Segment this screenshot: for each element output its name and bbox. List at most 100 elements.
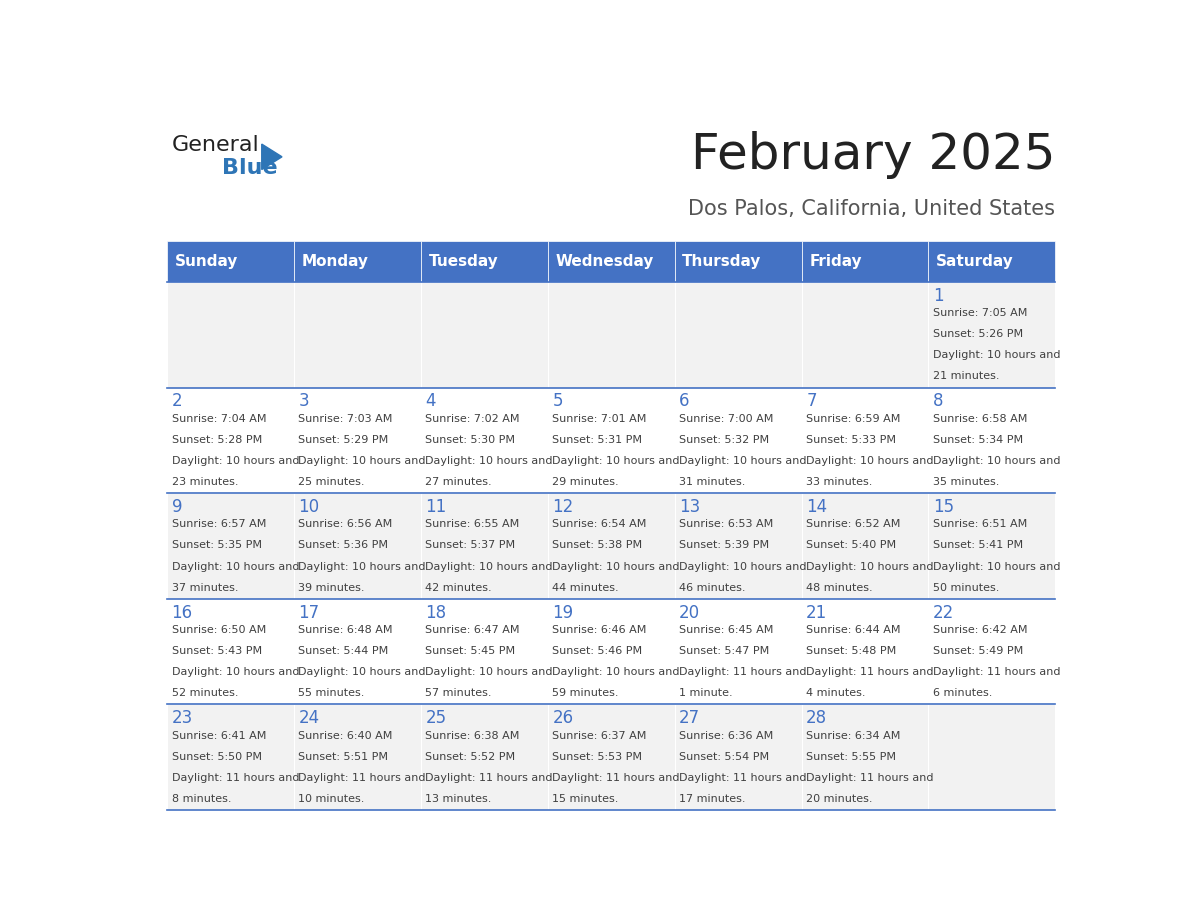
Text: 18: 18 bbox=[425, 604, 447, 621]
Text: 25 minutes.: 25 minutes. bbox=[298, 477, 365, 487]
Text: Daylight: 10 hours and: Daylight: 10 hours and bbox=[807, 562, 934, 572]
Text: Daylight: 11 hours and: Daylight: 11 hours and bbox=[933, 667, 1061, 677]
FancyBboxPatch shape bbox=[166, 493, 293, 599]
Text: Sunset: 5:46 PM: Sunset: 5:46 PM bbox=[552, 646, 643, 656]
Text: 39 minutes.: 39 minutes. bbox=[298, 583, 365, 593]
FancyBboxPatch shape bbox=[675, 387, 802, 493]
Text: 2: 2 bbox=[171, 393, 182, 410]
FancyBboxPatch shape bbox=[802, 241, 929, 282]
Text: Sunrise: 7:04 AM: Sunrise: 7:04 AM bbox=[171, 414, 266, 424]
Text: Daylight: 11 hours and: Daylight: 11 hours and bbox=[680, 667, 807, 677]
Text: Daylight: 10 hours and: Daylight: 10 hours and bbox=[171, 456, 299, 466]
Text: Sunset: 5:34 PM: Sunset: 5:34 PM bbox=[933, 435, 1023, 445]
Text: Sunset: 5:40 PM: Sunset: 5:40 PM bbox=[807, 541, 896, 551]
Text: Sunrise: 6:38 AM: Sunrise: 6:38 AM bbox=[425, 731, 519, 741]
FancyBboxPatch shape bbox=[929, 241, 1055, 282]
FancyBboxPatch shape bbox=[548, 387, 675, 493]
FancyBboxPatch shape bbox=[802, 387, 929, 493]
Text: 4 minutes.: 4 minutes. bbox=[807, 688, 866, 699]
FancyBboxPatch shape bbox=[293, 704, 421, 810]
Text: Sunrise: 7:03 AM: Sunrise: 7:03 AM bbox=[298, 414, 393, 424]
Text: Daylight: 11 hours and: Daylight: 11 hours and bbox=[680, 773, 807, 783]
FancyBboxPatch shape bbox=[166, 282, 293, 387]
Text: Daylight: 11 hours and: Daylight: 11 hours and bbox=[171, 773, 299, 783]
Text: 17: 17 bbox=[298, 604, 320, 621]
Text: Sunrise: 6:46 AM: Sunrise: 6:46 AM bbox=[552, 625, 646, 635]
Text: Sunrise: 6:51 AM: Sunrise: 6:51 AM bbox=[933, 520, 1028, 530]
Text: Sunset: 5:49 PM: Sunset: 5:49 PM bbox=[933, 646, 1023, 656]
Text: 20: 20 bbox=[680, 604, 701, 621]
Text: Daylight: 10 hours and: Daylight: 10 hours and bbox=[171, 562, 299, 572]
Text: 15 minutes.: 15 minutes. bbox=[552, 794, 619, 804]
Text: Daylight: 10 hours and: Daylight: 10 hours and bbox=[807, 456, 934, 466]
Text: Sunrise: 6:59 AM: Sunrise: 6:59 AM bbox=[807, 414, 901, 424]
Text: 29 minutes.: 29 minutes. bbox=[552, 477, 619, 487]
Text: 11: 11 bbox=[425, 498, 447, 516]
Text: 23: 23 bbox=[171, 710, 192, 727]
Text: Sunrise: 6:42 AM: Sunrise: 6:42 AM bbox=[933, 625, 1028, 635]
Text: 44 minutes.: 44 minutes. bbox=[552, 583, 619, 593]
FancyBboxPatch shape bbox=[421, 599, 548, 704]
Text: Sunrise: 6:56 AM: Sunrise: 6:56 AM bbox=[298, 520, 393, 530]
FancyBboxPatch shape bbox=[293, 282, 421, 387]
FancyBboxPatch shape bbox=[166, 599, 293, 704]
Text: Sunrise: 6:37 AM: Sunrise: 6:37 AM bbox=[552, 731, 646, 741]
FancyBboxPatch shape bbox=[548, 241, 675, 282]
FancyBboxPatch shape bbox=[675, 599, 802, 704]
FancyBboxPatch shape bbox=[293, 387, 421, 493]
Text: Sunrise: 6:52 AM: Sunrise: 6:52 AM bbox=[807, 520, 901, 530]
FancyBboxPatch shape bbox=[675, 704, 802, 810]
Text: Daylight: 10 hours and: Daylight: 10 hours and bbox=[298, 562, 426, 572]
Text: Daylight: 10 hours and: Daylight: 10 hours and bbox=[933, 351, 1061, 361]
Text: Daylight: 10 hours and: Daylight: 10 hours and bbox=[552, 667, 680, 677]
Text: 6 minutes.: 6 minutes. bbox=[933, 688, 992, 699]
Text: Blue: Blue bbox=[222, 158, 278, 178]
Text: Daylight: 10 hours and: Daylight: 10 hours and bbox=[680, 456, 807, 466]
FancyBboxPatch shape bbox=[293, 493, 421, 599]
Text: Daylight: 11 hours and: Daylight: 11 hours and bbox=[298, 773, 426, 783]
Text: Sunset: 5:39 PM: Sunset: 5:39 PM bbox=[680, 541, 770, 551]
FancyBboxPatch shape bbox=[166, 704, 293, 810]
Text: Sunrise: 7:01 AM: Sunrise: 7:01 AM bbox=[552, 414, 646, 424]
Text: Sunrise: 6:40 AM: Sunrise: 6:40 AM bbox=[298, 731, 393, 741]
Text: Daylight: 11 hours and: Daylight: 11 hours and bbox=[425, 773, 552, 783]
Text: Daylight: 10 hours and: Daylight: 10 hours and bbox=[425, 456, 552, 466]
Text: Daylight: 10 hours and: Daylight: 10 hours and bbox=[552, 562, 680, 572]
Text: 17 minutes.: 17 minutes. bbox=[680, 794, 746, 804]
Text: Friday: Friday bbox=[809, 254, 861, 269]
FancyBboxPatch shape bbox=[929, 493, 1055, 599]
Text: 5: 5 bbox=[552, 393, 563, 410]
Text: Sunrise: 6:48 AM: Sunrise: 6:48 AM bbox=[298, 625, 393, 635]
Text: 1 minute.: 1 minute. bbox=[680, 688, 733, 699]
Text: 10: 10 bbox=[298, 498, 320, 516]
FancyBboxPatch shape bbox=[548, 282, 675, 387]
Text: Daylight: 11 hours and: Daylight: 11 hours and bbox=[807, 667, 934, 677]
Text: Daylight: 10 hours and: Daylight: 10 hours and bbox=[425, 667, 552, 677]
Text: Daylight: 10 hours and: Daylight: 10 hours and bbox=[171, 667, 299, 677]
FancyBboxPatch shape bbox=[675, 493, 802, 599]
Text: 19: 19 bbox=[552, 604, 574, 621]
Text: Sunrise: 6:53 AM: Sunrise: 6:53 AM bbox=[680, 520, 773, 530]
Text: Sunset: 5:35 PM: Sunset: 5:35 PM bbox=[171, 541, 261, 551]
Text: 48 minutes.: 48 minutes. bbox=[807, 583, 873, 593]
Text: 31 minutes.: 31 minutes. bbox=[680, 477, 746, 487]
Text: 27 minutes.: 27 minutes. bbox=[425, 477, 492, 487]
FancyBboxPatch shape bbox=[802, 282, 929, 387]
Text: 21 minutes.: 21 minutes. bbox=[933, 372, 999, 382]
Text: 16: 16 bbox=[171, 604, 192, 621]
Text: Sunrise: 7:00 AM: Sunrise: 7:00 AM bbox=[680, 414, 773, 424]
Text: 33 minutes.: 33 minutes. bbox=[807, 477, 872, 487]
Text: Saturday: Saturday bbox=[936, 254, 1013, 269]
Text: 13: 13 bbox=[680, 498, 701, 516]
Text: Sunrise: 6:58 AM: Sunrise: 6:58 AM bbox=[933, 414, 1028, 424]
Text: 52 minutes.: 52 minutes. bbox=[171, 688, 238, 699]
Text: Sunrise: 6:55 AM: Sunrise: 6:55 AM bbox=[425, 520, 519, 530]
Text: Sunrise: 6:36 AM: Sunrise: 6:36 AM bbox=[680, 731, 773, 741]
FancyBboxPatch shape bbox=[166, 241, 293, 282]
Text: Sunset: 5:44 PM: Sunset: 5:44 PM bbox=[298, 646, 388, 656]
Text: Sunrise: 7:05 AM: Sunrise: 7:05 AM bbox=[933, 308, 1028, 318]
FancyBboxPatch shape bbox=[802, 704, 929, 810]
Text: 7: 7 bbox=[807, 393, 816, 410]
Text: Sunset: 5:45 PM: Sunset: 5:45 PM bbox=[425, 646, 516, 656]
FancyBboxPatch shape bbox=[802, 599, 929, 704]
